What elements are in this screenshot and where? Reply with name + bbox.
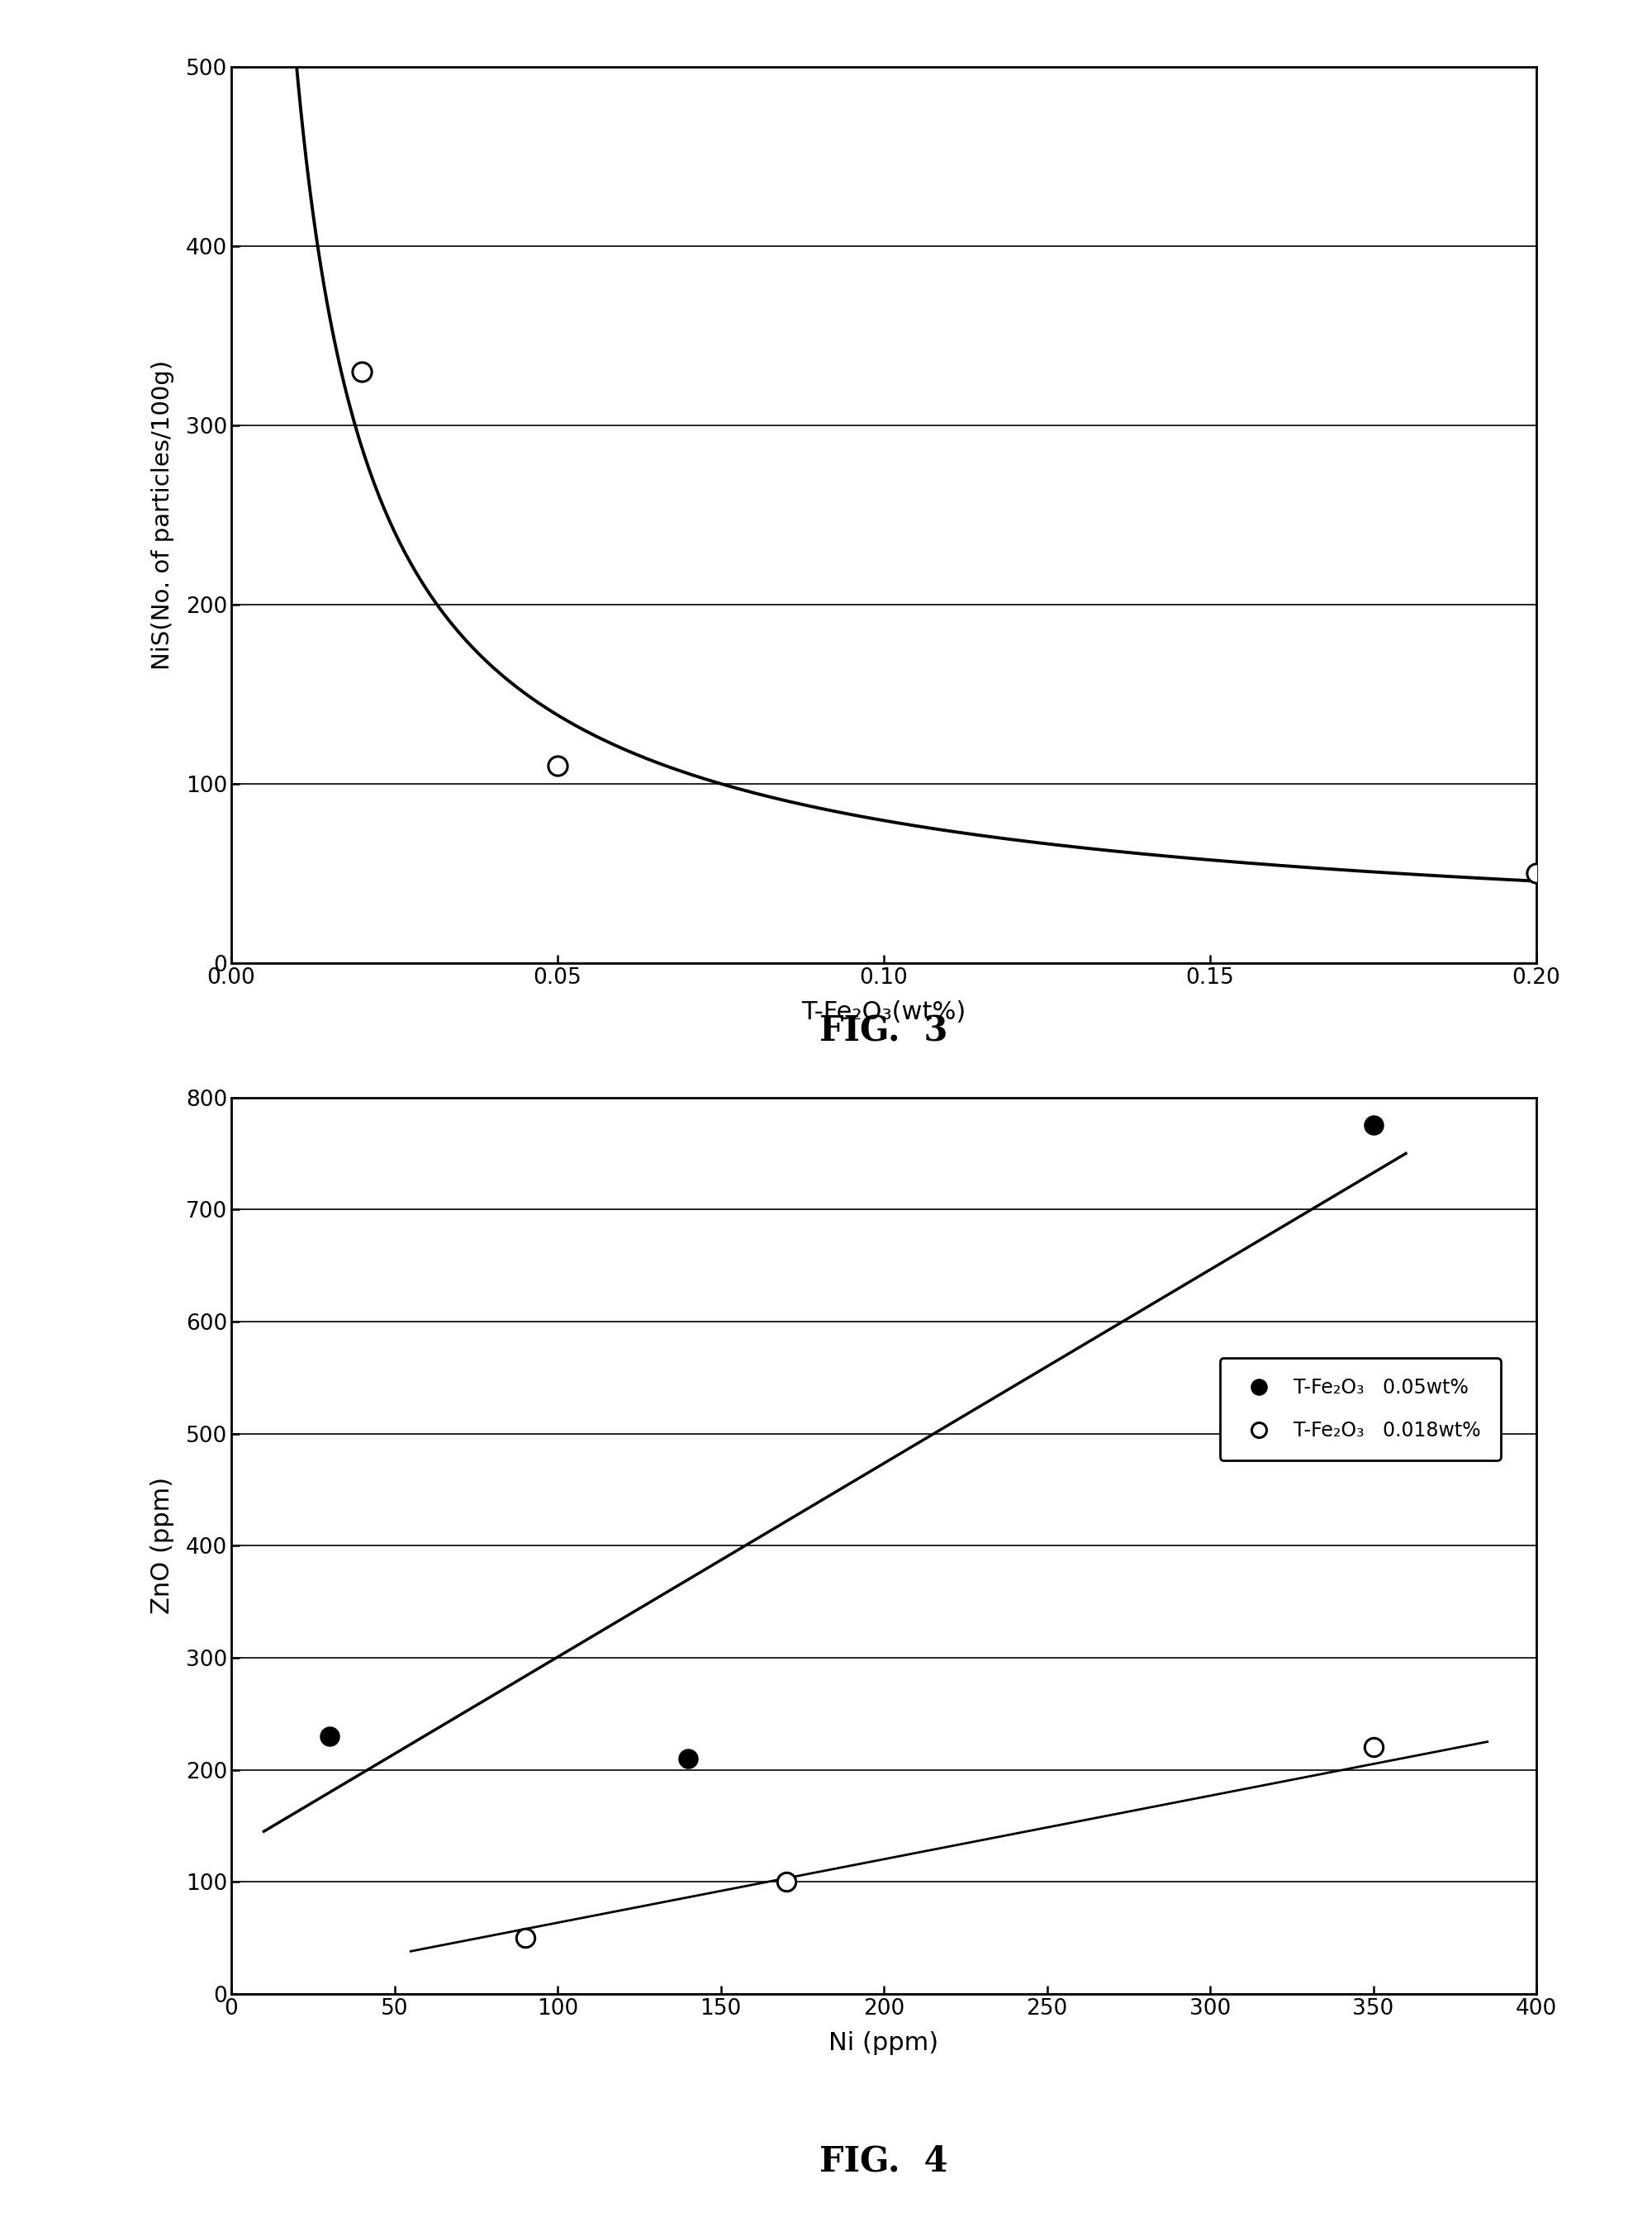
Point — [545, 747, 572, 783]
X-axis label: Ni (ppm): Ni (ppm) — [829, 2031, 938, 2055]
Point — [773, 1864, 800, 1900]
Legend: T-Fe₂O₃   0.05wt%, T-Fe₂O₃   0.018wt%: T-Fe₂O₃ 0.05wt%, T-Fe₂O₃ 0.018wt% — [1219, 1359, 1500, 1461]
Point — [1523, 856, 1550, 891]
X-axis label: T-Fe₂O₃(wt%): T-Fe₂O₃(wt%) — [801, 1000, 966, 1024]
Point — [674, 1740, 700, 1776]
Y-axis label: ZnO (ppm): ZnO (ppm) — [150, 1477, 175, 1614]
Point — [1360, 1108, 1386, 1144]
Point — [512, 1920, 539, 1955]
Point — [1360, 1729, 1386, 1765]
Point — [316, 1718, 342, 1754]
Text: FIG.  4: FIG. 4 — [819, 2144, 948, 2179]
Point — [349, 353, 375, 388]
Y-axis label: NiS(No. of particles/100g): NiS(No. of particles/100g) — [152, 359, 175, 670]
Text: FIG.  3: FIG. 3 — [819, 1013, 948, 1049]
